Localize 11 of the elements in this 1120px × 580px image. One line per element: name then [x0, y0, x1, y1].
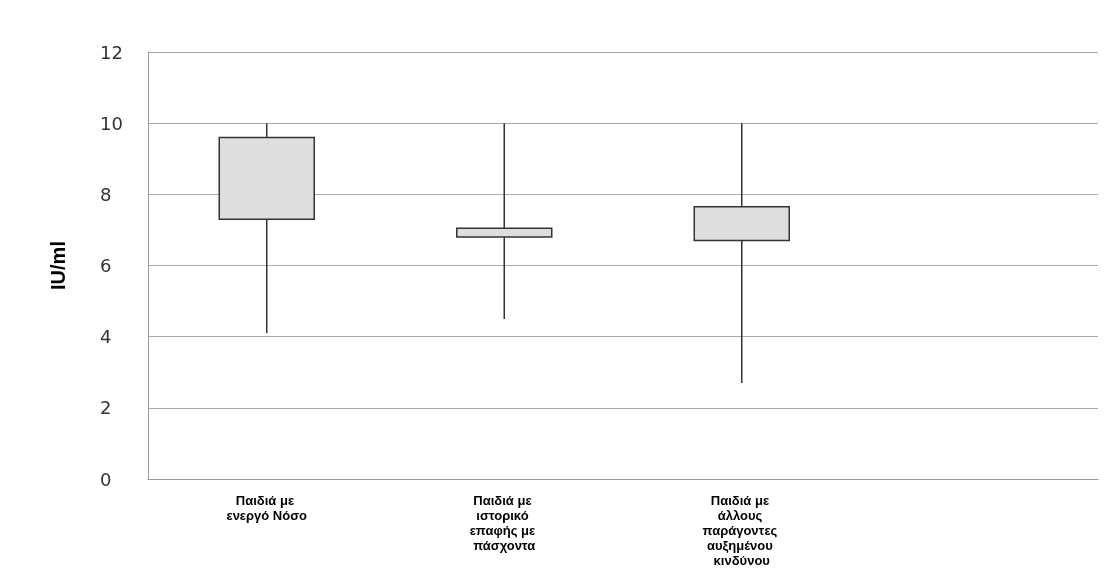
y-tick-label: 2	[100, 397, 112, 419]
y-tick-label: 0	[100, 468, 112, 490]
x-tick-label: Παιδιά με ενεργό Νόσο	[226, 493, 308, 523]
x-tick-label: Παιδιά με άλλους παράγοντες αυξημένου κινδύνου	[702, 493, 781, 568]
y-tick-label: 12	[100, 41, 123, 63]
x-tick-label: Παιδιά με ιστορικό επαφής με πάσχοντα	[469, 493, 539, 553]
y-axis-title: IU/ml	[47, 241, 69, 290]
y-tick-label: 4	[100, 326, 112, 348]
y-tick-label: 8	[100, 183, 112, 205]
y-tick-label: 10	[100, 112, 123, 134]
y-tick-label: 6	[100, 255, 112, 276]
